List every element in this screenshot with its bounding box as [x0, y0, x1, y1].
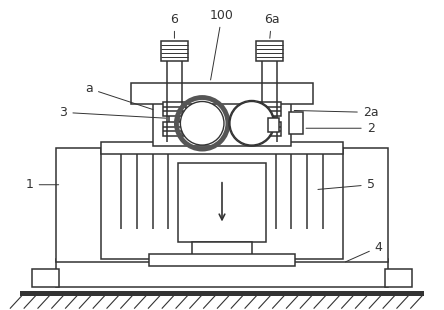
Text: 5: 5 [318, 178, 375, 191]
Bar [149, 254, 295, 266]
Text: 100: 100 [210, 9, 234, 80]
Text: 3: 3 [59, 106, 166, 119]
Bar [192, 242, 252, 260]
Bar [258, 122, 281, 136]
Text: 6: 6 [170, 13, 178, 38]
Bar [56, 259, 388, 287]
Circle shape [230, 101, 274, 145]
Bar [385, 269, 412, 287]
Text: 4: 4 [345, 241, 383, 262]
Bar [153, 100, 291, 146]
Bar [178, 163, 266, 242]
Text: 2a: 2a [294, 106, 378, 119]
Bar [163, 122, 186, 136]
Circle shape [180, 101, 224, 145]
Bar [20, 291, 424, 296]
Bar [101, 142, 343, 154]
Bar [111, 247, 333, 261]
Bar [268, 118, 279, 132]
Bar [289, 113, 303, 134]
Bar [161, 41, 188, 61]
Text: 2: 2 [306, 122, 375, 135]
Text: 1: 1 [26, 178, 59, 191]
Bar [131, 83, 313, 104]
Bar [101, 148, 343, 259]
Bar [56, 148, 388, 262]
Text: 6a: 6a [264, 13, 279, 38]
Bar [32, 269, 59, 287]
Bar [256, 41, 283, 61]
Bar [258, 103, 281, 116]
Bar [163, 103, 186, 116]
Text: a: a [85, 82, 153, 109]
